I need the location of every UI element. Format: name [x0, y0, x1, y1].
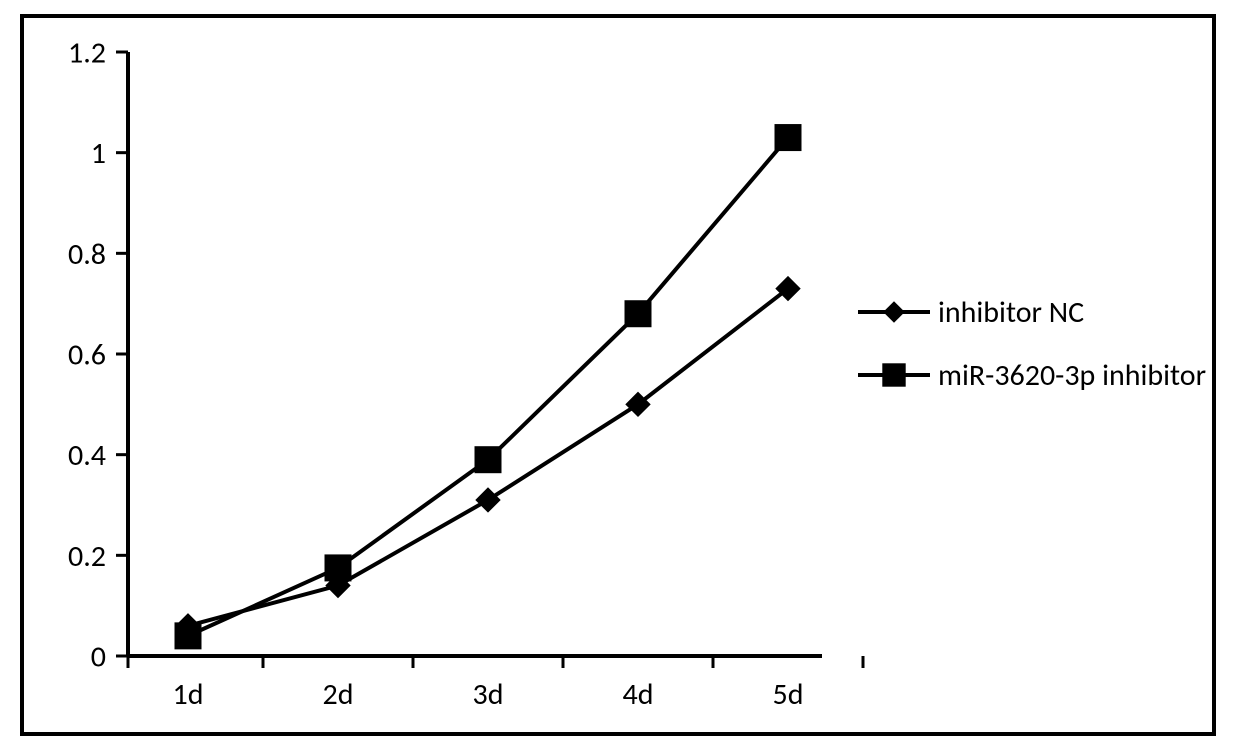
series-line — [188, 138, 788, 636]
legend-label: inhibitor NC — [938, 294, 1084, 331]
x-tick-label: 5d — [773, 676, 804, 713]
y-tick-label: 0.2 — [68, 538, 106, 575]
legend-label: miR-3620-3p inhibitor — [938, 357, 1206, 394]
y-tick-label: 1 — [91, 135, 106, 172]
y-tick-label: 1.2 — [68, 35, 106, 72]
chart-frame: 0 0.2 0.4 0.6 0.8 1 1.2 1d 2d 3d 4d 5d inhibitor NC… — [20, 14, 1216, 736]
y-tick-label: 0.6 — [68, 337, 106, 374]
marker-diamond — [476, 488, 500, 512]
legend-marker-diamond — [858, 296, 930, 328]
chart-area: 0 0.2 0.4 0.6 0.8 1 1.2 1d 2d 3d 4d 5d inhibitor NC… — [24, 18, 1212, 732]
marker-square — [325, 555, 351, 581]
legend: inhibitor NC miR-3620-3p inhibitor — [858, 294, 1206, 420]
legend-item: miR-3620-3p inhibitor — [858, 357, 1206, 394]
x-tick-label: 3d — [473, 676, 504, 713]
x-tick-label: 2d — [323, 676, 354, 713]
marker-square — [625, 301, 651, 327]
legend-item: inhibitor NC — [858, 294, 1206, 331]
marker-square — [775, 125, 801, 151]
x-tick-label: 1d — [173, 676, 204, 713]
x-tick-label: 4d — [623, 676, 654, 713]
y-tick-label: 0 — [91, 639, 106, 676]
y-tick-label: 0.4 — [68, 437, 106, 474]
legend-marker-square — [858, 359, 930, 391]
marker-square — [175, 623, 201, 649]
y-tick-label: 0.8 — [68, 236, 106, 273]
marker-square — [475, 447, 501, 473]
